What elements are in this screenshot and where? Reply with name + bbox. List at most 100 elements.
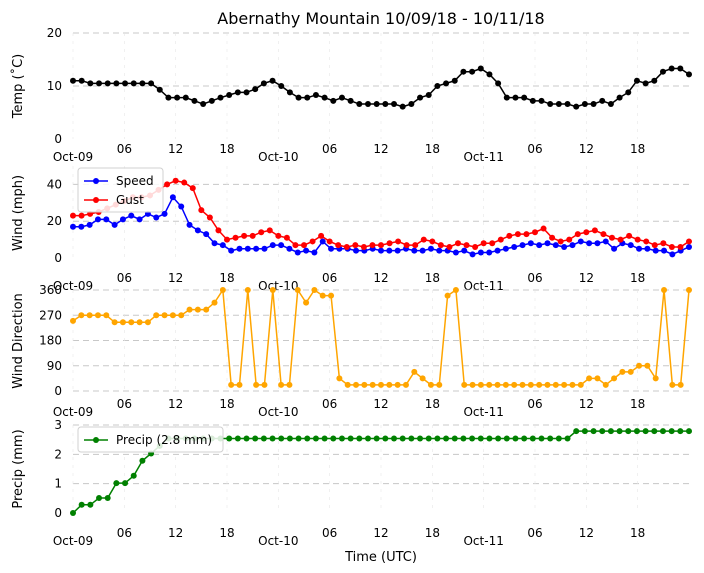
wind-series-1-point xyxy=(668,243,675,250)
wind-series-1-point xyxy=(360,243,367,250)
wind-series-0-point xyxy=(128,212,135,219)
temp-series-0-point xyxy=(425,92,432,99)
direction-series-0-point xyxy=(70,317,76,324)
precip-series-0-point xyxy=(538,435,545,442)
wind-series-0-point xyxy=(111,221,118,228)
precip-series-0-point xyxy=(417,435,424,442)
wind-series-1-point xyxy=(557,238,564,245)
wind-series-1-point xyxy=(497,236,504,243)
temp-ytick-label: 20 xyxy=(47,26,62,40)
direction-xtick-label: 12 xyxy=(373,397,388,411)
precip-series-0-point xyxy=(399,435,406,442)
direction-series-0-point xyxy=(211,299,218,306)
precip-series-0-point xyxy=(529,435,536,442)
precip-series-0-point xyxy=(477,435,484,442)
direction-series-0-point xyxy=(561,381,568,388)
wind-series-1-point xyxy=(241,232,248,239)
wind-series-1-point xyxy=(258,229,265,236)
wind-series-1-point xyxy=(514,231,521,238)
wind-series-0-point xyxy=(586,240,593,247)
wind-series-0-point xyxy=(486,249,493,256)
precip-series-0-point xyxy=(364,435,371,442)
precip-series-0-point xyxy=(495,435,502,442)
temp-series-0-point xyxy=(260,80,267,87)
wind-series-0-point xyxy=(602,238,609,245)
wind-series-1-point xyxy=(437,242,444,249)
direction-xtick-label: 06 xyxy=(117,397,132,411)
wind-series-0-point xyxy=(328,245,335,252)
temp-series-0-point xyxy=(564,101,571,108)
direction-series-0-point xyxy=(294,287,301,293)
wind-series-1-point xyxy=(566,236,573,243)
direction-series-0-point xyxy=(94,312,101,319)
precip-xtick-label: 18 xyxy=(630,526,645,540)
direction-series-0-point xyxy=(527,381,534,388)
wind-series-1-point xyxy=(472,243,479,250)
wind-series-0-point xyxy=(519,242,526,249)
wind-series-1-point xyxy=(677,243,684,250)
temp-series-0-point xyxy=(625,89,632,96)
temp-series-0-point xyxy=(356,101,363,108)
direction-series-0-point xyxy=(486,381,493,388)
precip-series-0-point xyxy=(226,435,233,442)
wind-legend-label: Speed xyxy=(116,174,154,188)
wind-xtick-label: 06 xyxy=(322,271,337,285)
precip-series-0-point xyxy=(130,472,137,479)
wind-series-1-point xyxy=(403,242,410,249)
direction-series-0-point xyxy=(502,381,509,388)
precip-series-0-point xyxy=(607,428,614,435)
temp-series-0-point xyxy=(469,68,476,75)
temp-series-0-point xyxy=(391,101,398,108)
precip-series-0-point xyxy=(356,435,363,442)
wind-series-0-point xyxy=(561,243,568,250)
precip-legend-label: Precip (2.8 mm) xyxy=(116,433,212,447)
temp-series-0-point xyxy=(104,80,111,87)
wind-series-0-point xyxy=(211,240,218,247)
precip-series-0-point xyxy=(104,495,111,502)
wind-series-0-point xyxy=(228,247,235,254)
temp-series-0-point xyxy=(451,77,458,84)
temp-series-0-point xyxy=(477,65,484,72)
wind-ylabel: Wind (mph) xyxy=(11,175,26,251)
wind-ytick-label: 40 xyxy=(47,177,62,191)
temp-panel: 0 10 20 Temp (˚C) Oct-09 06 12 18 Oct-10 06 12 18 Oc… xyxy=(10,26,692,164)
temp-series-0-point xyxy=(659,68,666,75)
precip-series-0-point xyxy=(96,495,103,502)
direction-series-0-point xyxy=(386,381,393,388)
temp-series-0-point xyxy=(252,86,259,93)
direction-series-0-point xyxy=(636,362,643,369)
temp-series-0-point xyxy=(547,101,554,108)
wind-series-1-point xyxy=(429,238,436,245)
wind-legend xyxy=(77,167,164,213)
precip-series-0-point xyxy=(87,501,94,508)
temp-series-0-point xyxy=(139,80,146,87)
wind-series-0-point xyxy=(186,221,193,228)
precip-series-0-point xyxy=(486,435,493,442)
precip-ylabel: Precip (mm) xyxy=(11,429,26,508)
wind-series-1-point xyxy=(335,242,342,249)
precip-ytick-label: 3 xyxy=(54,418,62,432)
direction-series-0-point xyxy=(511,381,518,388)
wind-series-0-point xyxy=(494,247,501,254)
wind-series-1-point xyxy=(609,234,615,241)
wind-series-0-point xyxy=(378,247,384,254)
temp-series-0-point xyxy=(573,103,580,110)
wind-series-0-point xyxy=(103,216,110,223)
wind-xtick-label: 18 xyxy=(425,271,440,285)
direction-series-0-point xyxy=(469,381,476,388)
direction-series-0-point xyxy=(494,381,501,388)
wind-series-1-point xyxy=(292,242,299,249)
direction-ylabel: Wind Direction xyxy=(11,293,26,389)
direction-series-0-point xyxy=(369,381,376,388)
precip-legend-marker xyxy=(93,437,99,443)
wind-ytick-label: 0 xyxy=(54,251,62,265)
wind-series-0-point xyxy=(294,249,301,256)
wind-series-0-point xyxy=(469,251,476,258)
precip-series-0-point xyxy=(312,435,319,442)
temp-series-0-point xyxy=(443,80,450,87)
wind-series-1-point xyxy=(189,185,196,192)
direction-series-0-point xyxy=(519,381,526,388)
wind-series-0-point xyxy=(311,249,318,256)
wind-series-1-point xyxy=(540,225,547,232)
temp-series-0-point xyxy=(78,77,85,84)
